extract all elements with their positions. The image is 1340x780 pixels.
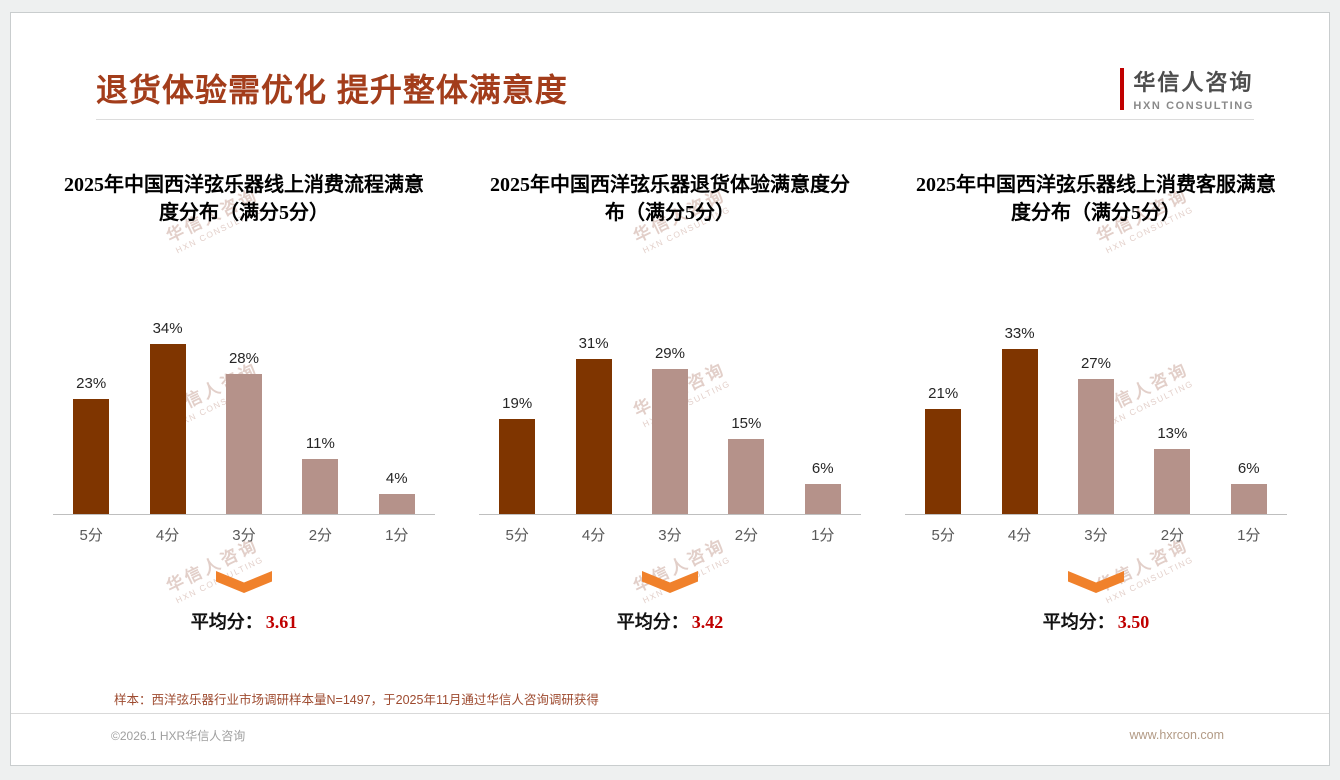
bar-column: 27%	[1077, 355, 1114, 514]
bar	[302, 459, 339, 514]
header-divider	[96, 119, 1254, 120]
bar-column: 31%	[575, 335, 612, 514]
logo-text: 华信人咨询 HXN CONSULTING	[1133, 65, 1254, 112]
bar	[651, 369, 688, 514]
bar-column: 19%	[499, 395, 536, 514]
bar-value-label: 6%	[1237, 460, 1260, 477]
bar-value-label: 11%	[305, 435, 335, 452]
bar-value-label: 27%	[1080, 355, 1111, 372]
average-value: 3.42	[691, 612, 724, 632]
average-line: 平均分： 3.42	[463, 608, 877, 634]
bar-value-label: 19%	[502, 395, 533, 412]
bar-column: 15%	[728, 415, 765, 514]
average-value: 3.61	[265, 612, 298, 632]
axis-category-label: 4分	[581, 527, 606, 544]
chart-online-process-satisfaction: 2025年中国西洋弦乐器线上消费流程满意度分布（满分5分） 23% 34% 28% 1…	[31, 171, 457, 634]
bar	[728, 439, 765, 514]
bar-column: 33%	[1001, 325, 1038, 514]
footer: ©2026.1 HXR华信人咨询 www.hxrcon.com	[11, 713, 1329, 765]
axis-category-label: 3分	[1084, 527, 1108, 544]
chart-axis: 5分 4分 3分 2分 1分	[905, 515, 1287, 545]
bar	[925, 409, 962, 514]
bar-value-label: 31%	[578, 335, 609, 352]
bar-column: 23%	[73, 375, 110, 514]
copyright: ©2026.1 HXR华信人咨询	[111, 728, 246, 743]
bar	[378, 494, 415, 514]
average-line: 平均分： 3.61	[37, 608, 451, 634]
chart-plot: 21% 33% 27% 13% 6%	[905, 297, 1287, 515]
axis-category-label: 5分	[79, 527, 103, 544]
bar-column: 34%	[149, 320, 186, 514]
axis-category-label: 5分	[931, 527, 955, 544]
header: 退货体验需优化 提升整体满意度 华信人咨询 HXN CONSULTING	[96, 65, 1254, 115]
bar	[575, 359, 612, 514]
bar	[225, 374, 262, 514]
bar-column: 4%	[378, 470, 415, 514]
chart-axis: 5分 4分 3分 2分 1分	[479, 515, 861, 545]
bar-column: 28%	[225, 350, 262, 514]
website-link: www.hxrcon.com	[1129, 728, 1224, 742]
down-arrow-icon	[642, 571, 698, 593]
axis-category-label: 4分	[155, 527, 180, 544]
axis-category-label: 5分	[505, 527, 529, 544]
slide: 退货体验需优化 提升整体满意度 华信人咨询 HXN CONSULTING 华信人…	[10, 12, 1330, 766]
bar-value-label: 33%	[1004, 325, 1035, 342]
axis-category-label: 3分	[658, 527, 682, 544]
page-title: 退货体验需优化 提升整体满意度	[96, 72, 568, 108]
bar-value-label: 15%	[731, 415, 762, 432]
chart-title: 2025年中国西洋弦乐器线上消费客服满意度分布（满分5分）	[916, 174, 1276, 224]
axis-category-label: 4分	[1007, 527, 1032, 544]
axis-category-label: 1分	[385, 527, 409, 544]
bar	[1154, 449, 1191, 514]
bar-column: 21%	[925, 385, 962, 514]
axis-category-label: 2分	[734, 527, 759, 544]
bar-value-label: 21%	[928, 385, 959, 402]
bar-column: 13%	[1154, 425, 1191, 514]
average-label: 平均分：	[1042, 612, 1115, 632]
chart-axis: 5分 4分 3分 2分 1分	[53, 515, 435, 545]
down-arrow-icon	[1068, 571, 1124, 593]
down-arrow-icon	[216, 571, 272, 593]
bar	[149, 344, 186, 514]
axis-category-label: 3分	[232, 527, 256, 544]
axis-category-label: 2分	[1160, 527, 1185, 544]
chart-title: 2025年中国西洋弦乐器线上消费流程满意度分布（满分5分）	[64, 174, 424, 224]
bar	[499, 419, 536, 514]
bar-value-label: 29%	[654, 345, 685, 362]
average-line: 平均分： 3.50	[889, 608, 1303, 634]
logo: 华信人咨询 HXN CONSULTING	[1120, 65, 1254, 112]
bar-column: 6%	[1230, 460, 1267, 514]
axis-category-label: 1分	[811, 527, 835, 544]
logo-subtitle: HXN CONSULTING	[1133, 100, 1254, 112]
bar-value-label: 28%	[228, 350, 259, 367]
bar	[1001, 349, 1038, 514]
bar	[73, 399, 110, 514]
chart-return-experience-satisfaction: 2025年中国西洋弦乐器退货体验满意度分布（满分5分） 19% 31% 29% 15%…	[457, 171, 883, 634]
chart-customer-service-satisfaction: 2025年中国西洋弦乐器线上消费客服满意度分布（满分5分） 21% 33% 27% 1…	[883, 171, 1309, 634]
bar-column: 6%	[804, 460, 841, 514]
axis-category-label: 1分	[1237, 527, 1261, 544]
footnote: 样本：西洋弦乐器行业市场调研样本量N=1497，于2025年11月通过华信人咨询…	[114, 693, 599, 707]
average-label: 平均分：	[190, 612, 263, 632]
average-label: 平均分：	[616, 612, 689, 632]
bar-column: 11%	[302, 435, 339, 514]
chart-plot: 23% 34% 28% 11% 4%	[53, 297, 435, 515]
bar	[1077, 379, 1114, 514]
logo-mark-icon	[1120, 67, 1125, 110]
bar-value-label: 34%	[152, 320, 183, 337]
charts-row: 2025年中国西洋弦乐器线上消费流程满意度分布（满分5分） 23% 34% 28% 1…	[31, 171, 1309, 634]
chart-title: 2025年中国西洋弦乐器退货体验满意度分布（满分5分）	[490, 174, 850, 224]
axis-category-label: 2分	[308, 527, 333, 544]
chart-plot: 19% 31% 29% 15% 6%	[479, 297, 861, 515]
bar-value-label: 4%	[385, 470, 408, 487]
average-value: 3.50	[1117, 612, 1150, 632]
bar	[1230, 484, 1267, 514]
bar	[804, 484, 841, 514]
bar-value-label: 6%	[811, 460, 834, 477]
bar-column: 29%	[651, 345, 688, 514]
logo-name: 华信人咨询	[1133, 70, 1254, 95]
bar-value-label: 23%	[76, 375, 107, 392]
bar-value-label: 13%	[1157, 425, 1188, 442]
